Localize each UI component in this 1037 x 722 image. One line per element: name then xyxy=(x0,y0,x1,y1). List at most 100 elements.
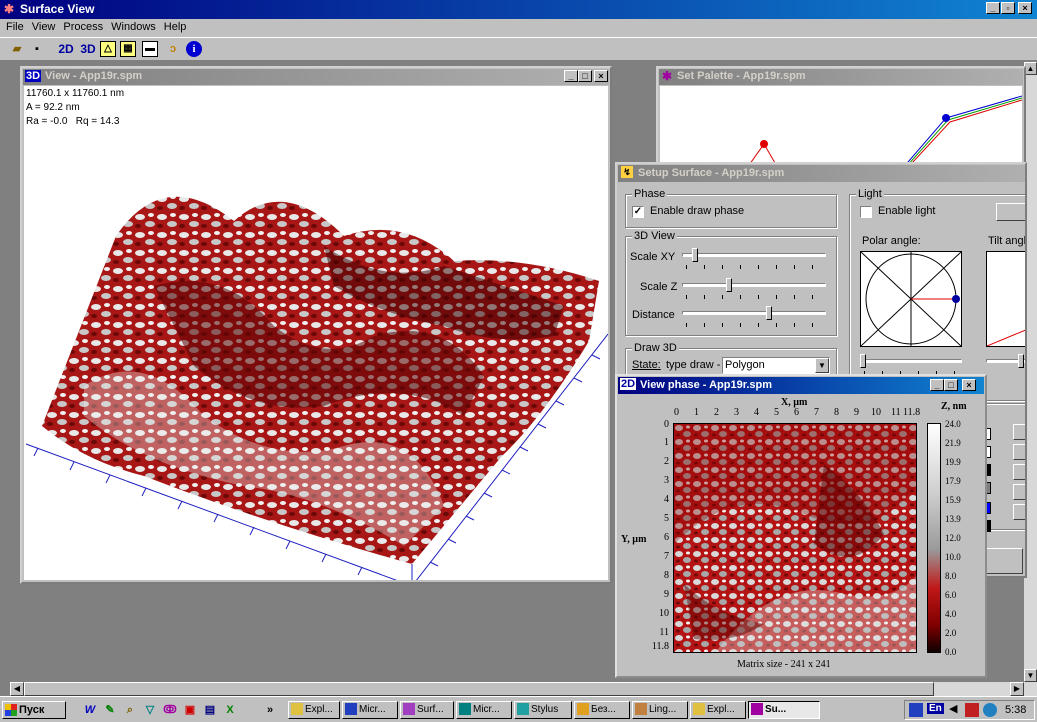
phase-image[interactable] xyxy=(673,423,917,653)
tray-users-icon[interactable] xyxy=(983,703,997,717)
task-lingvo[interactable]: Ling... xyxy=(632,701,688,719)
task-word[interactable]: Micr... xyxy=(342,701,398,719)
task-paint[interactable]: Без... xyxy=(574,701,630,719)
view-3d-button[interactable]: 3D xyxy=(80,42,96,56)
view3d-titlebar[interactable]: 3D View - App19r.spm _ □ × xyxy=(23,69,609,85)
enable-light-checkbox[interactable] xyxy=(860,206,872,218)
scale-z-slider[interactable] xyxy=(682,283,826,287)
view3d-title: View - App19r.spm xyxy=(45,70,143,82)
scale-z-ticks xyxy=(686,295,826,299)
setup-side-button-2[interactable] xyxy=(1013,444,1025,460)
app-minimize-button[interactable]: _ xyxy=(986,2,1000,14)
open-icon[interactable]: ▰ xyxy=(12,43,22,55)
task-stylus[interactable]: Stylus xyxy=(514,701,572,719)
scale-z-thumb[interactable] xyxy=(726,278,732,292)
view3d-maximize-button[interactable]: □ xyxy=(578,70,592,82)
distance-thumb[interactable] xyxy=(766,306,772,320)
task-surface-view[interactable]: Su... xyxy=(748,701,820,719)
task-explorer-2[interactable]: Expl... xyxy=(690,701,746,719)
enable-phase-checkbox[interactable]: ✓ xyxy=(632,206,644,218)
tilt-slider[interactable] xyxy=(986,359,1025,363)
z-tick: 21.9 xyxy=(945,438,961,448)
menu-process[interactable]: Process xyxy=(63,21,104,33)
setup-side-button-5[interactable] xyxy=(1013,504,1025,520)
surface-icon[interactable]: ▬ xyxy=(142,41,158,57)
setup-side-button-1[interactable] xyxy=(1013,424,1025,440)
y-tick: 0 xyxy=(664,419,669,430)
scroll-left-button[interactable]: ◀ xyxy=(10,682,24,696)
distance-slider[interactable] xyxy=(682,311,826,315)
word-icon[interactable]: W xyxy=(84,704,96,716)
palette-icon[interactable]: ▦ xyxy=(120,41,136,57)
scroll-down-button[interactable]: ▼ xyxy=(1024,669,1037,682)
view-2d-button[interactable]: 2D xyxy=(58,42,74,56)
setup-side-button-4[interactable] xyxy=(1013,484,1025,500)
task-micr[interactable]: Micr... xyxy=(456,701,512,719)
type-draw-select[interactable]: Polygon ▼ xyxy=(722,357,830,374)
y-tick: 5 xyxy=(664,513,669,524)
scroll-right-button[interactable]: ▶ xyxy=(1010,682,1024,696)
info-icon[interactable]: i xyxy=(186,41,202,57)
process-icon[interactable]: ↄ xyxy=(169,43,177,55)
explorer-icon[interactable]: ⌕ xyxy=(126,704,134,716)
matrix-size-label: Matrix size - 241 x 241 xyxy=(737,659,831,670)
app-close-button[interactable]: × xyxy=(1018,2,1032,14)
setup-titlebar[interactable]: ↯ Setup Surface - App19r.spm xyxy=(618,165,1025,182)
taskbar: Пуск W ✎ ⌕ ▽ ↂ ▣ ▤ X » Expl... Micr... S… xyxy=(0,696,1037,722)
y-tick: 6 xyxy=(664,532,669,543)
start-button[interactable]: Пуск xyxy=(2,701,66,719)
tray-network-icon[interactable] xyxy=(965,703,979,717)
setup-side-button-3[interactable] xyxy=(1013,464,1025,480)
tilt-angle-control[interactable] xyxy=(986,251,1025,347)
menu-view[interactable]: View xyxy=(31,21,56,33)
graph-icon[interactable]: △ xyxy=(100,41,116,57)
excel-icon[interactable]: X xyxy=(226,704,234,716)
notepad-icon[interactable]: ✎ xyxy=(105,704,115,716)
task-explorer-1[interactable]: Expl... xyxy=(288,701,340,719)
acrobat-icon[interactable]: ▣ xyxy=(184,704,196,716)
scale-xy-thumb[interactable] xyxy=(692,248,698,262)
chevron-down-icon[interactable]: ▼ xyxy=(815,358,829,373)
tray-display-icon[interactable] xyxy=(909,703,923,717)
z-tick: 6.0 xyxy=(945,590,957,600)
polar-slider-thumb[interactable] xyxy=(860,354,866,368)
surface-app-icon[interactable]: ↂ xyxy=(163,704,177,716)
save-icon[interactable]: ▪ xyxy=(35,43,39,55)
horizontal-scrollbar[interactable]: ◀ ▶ xyxy=(10,682,1037,696)
menu-help[interactable]: Help xyxy=(163,21,187,33)
scroll-thumb[interactable] xyxy=(24,682,934,696)
type-draw-label: type draw - xyxy=(666,359,721,371)
view3d-info-roughness: Ra = -0.0 Rq = 14.3 xyxy=(26,116,120,127)
phase2d-maximize-button[interactable]: □ xyxy=(944,379,958,391)
quicklaunch-chevron[interactable]: » xyxy=(266,704,274,716)
view3d-close-button[interactable]: × xyxy=(594,70,608,82)
tilt-slider-thumb[interactable] xyxy=(1018,354,1024,368)
system-tray: En ◀ 5:38 xyxy=(904,700,1035,720)
y-tick: 9 xyxy=(664,589,669,600)
menu-file[interactable]: File xyxy=(6,21,24,33)
view3d-badge: 3D xyxy=(25,70,42,82)
polar-slider[interactable] xyxy=(860,359,962,363)
disk-icon[interactable]: ▤ xyxy=(204,704,216,716)
view3d-info-size: 11760.1 x 11760.1 nm xyxy=(26,88,125,99)
start-label: Пуск xyxy=(19,704,45,716)
stylus-icon[interactable]: ▽ xyxy=(145,704,155,716)
phase2d-titlebar[interactable]: 2D View phase - App19r.spm _ □ × xyxy=(618,377,984,394)
draw3d-group-label: Draw 3D xyxy=(632,342,679,354)
menu-windows[interactable]: Windows xyxy=(111,21,156,33)
tray-language-indicator[interactable]: En xyxy=(927,703,944,714)
light-color-button[interactable] xyxy=(996,203,1025,221)
polar-angle-control[interactable] xyxy=(860,251,962,347)
phase2d-close-button[interactable]: × xyxy=(962,379,976,391)
task-surf[interactable]: Surf... xyxy=(400,701,454,719)
view3d-minimize-button[interactable]: _ xyxy=(564,70,578,82)
speaker-icon[interactable]: ◀ xyxy=(949,703,958,715)
phase2d-minimize-button[interactable]: _ xyxy=(930,379,944,391)
surf-task-icon xyxy=(403,703,415,716)
scale-xy-slider[interactable] xyxy=(682,253,826,257)
task-label: Ling... xyxy=(649,704,677,715)
app-restore-button[interactable]: ▫ xyxy=(1001,2,1015,14)
palette-graph[interactable] xyxy=(660,86,1022,176)
palette-titlebar[interactable]: ✱ Set Palette - App19r.spm xyxy=(659,69,1023,85)
view3d-canvas[interactable]: 11760.1 x 11760.1 nm A = 92.2 nm Ra = -0… xyxy=(24,86,608,580)
